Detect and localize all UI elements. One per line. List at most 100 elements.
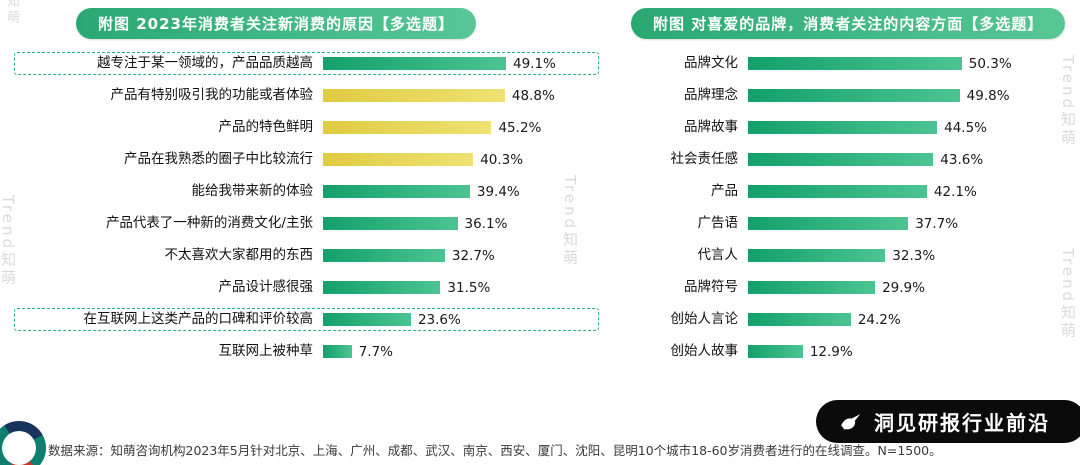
chart-title: 附图 2023年消费者关注新消费的原因【多选题】 [76,8,476,39]
chart-row: 产品代表了一种新的消费文化/主张 36.1% [14,212,599,235]
bar-track: 39.4% [323,183,528,200]
bar [748,313,851,326]
value-label: 12.9% [809,343,853,360]
value-label: 44.5% [944,119,988,136]
bird-logo-icon [838,409,864,435]
bar-track: 31.5% [323,280,528,296]
bar-track: 37.7% [748,215,1003,232]
chart-row: 产品设计感很强 31.5% [14,276,599,299]
category-label: 不太喜欢大家都用的东西 [164,247,314,263]
bar-track: 29.9% [748,279,1003,296]
value-label: 7.7% [358,343,393,360]
bar-track: 36.1% [323,215,528,232]
chart-row: 不太喜欢大家都用的东西 32.7% [14,244,599,267]
bar-track: 49.1% [323,56,556,72]
chart-row: 社会责任感 43.6% [629,148,1080,171]
category-label: 创始人故事 [670,343,739,359]
bar [323,89,505,102]
bar-track: 24.2% [748,311,1003,328]
value-label: 32.7% [451,247,495,264]
chart-row: 互联网上被种草 7.7% [14,340,599,363]
bar [748,121,938,134]
value-label: 40.3% [480,151,524,168]
chart-row: 创始人言论 24.2% [629,308,1080,331]
chart-row: 品牌文化 50.3% [629,52,1080,75]
bar-track: 42.1% [748,183,1003,200]
value-label: 23.6% [417,311,461,328]
value-label: 32.3% [892,247,936,264]
bar [323,57,506,70]
bar [323,313,411,326]
bar-track: 32.3% [748,247,1003,264]
chart-row: 品牌故事 44.5% [629,116,1080,139]
bar [323,217,458,230]
value-label: 39.4% [476,183,520,200]
value-label: 37.7% [915,215,959,232]
category-label: 越专注于某一领域的，产品品质越高 [97,55,313,71]
brand-badge: 洞见研报行业前沿 [816,400,1080,443]
category-label: 在互联网上这类产品的口碑和评价较高 [83,311,314,327]
chart-row: 创始人故事 12.9% [629,340,1080,363]
category-label: 产品设计感很强 [218,279,314,295]
chart-title: 附图 对喜爱的品牌，消费者关注的内容方面【多选题】 [631,8,1066,39]
chart-row: 能给我带来新的体验 39.4% [14,180,599,203]
corner-logo-inner [2,431,36,465]
category-label: 代言人 [697,247,739,263]
chart-row: 品牌符号 29.9% [629,276,1080,299]
bar-track: 49.8% [748,88,1010,104]
value-label: 49.1% [513,55,556,72]
bar-track: 12.9% [748,343,1003,360]
corner-logo [0,421,46,465]
value-label: 48.8% [511,87,555,104]
bar [748,57,962,70]
bar-track: 23.6% [323,311,528,328]
category-label: 产品的特色鲜明 [218,119,314,135]
chart-row: 产品 42.1% [629,180,1080,203]
chart-brand-attention: 附图 对喜爱的品牌，消费者关注的内容方面【多选题】 品牌文化 50.3% 品牌理念 4… [629,8,1080,372]
bar [323,153,474,166]
category-label: 品牌理念 [684,87,738,103]
bar [323,185,470,198]
value-label: 45.2% [498,119,542,136]
bar-rows: 品牌文化 50.3% 品牌理念 49.8% 品牌故事 44.5% 社会责任感 43.6% 产品 4… [629,52,1080,363]
chart-new-consumption-reasons: 附图 2023年消费者关注新消费的原因【多选题】 越专注于某一领域的，产品品质越… [14,8,599,372]
bar-track: 32.7% [323,247,528,264]
chart-row: 产品的特色鲜明 45.2% [14,116,599,139]
bar-track: 7.7% [323,343,528,360]
charts-row: 附图 2023年消费者关注新消费的原因【多选题】 越专注于某一领域的，产品品质越… [14,8,1080,372]
bar [748,249,886,262]
bar [748,89,960,102]
chart-row: 产品在我熟悉的圈子中比较流行 40.3% [14,148,599,171]
category-label: 产品代表了一种新的消费文化/主张 [105,215,313,231]
value-label: 49.8% [966,87,1010,104]
bar-track: 45.2% [323,120,541,136]
value-label: 24.2% [857,311,901,328]
data-source-note: 数据来源：知萌咨询机构2023年5月针对北京、上海、广州、成都、武汉、南京、西安… [48,443,942,458]
bar-rows: 越专注于某一领域的，产品品质越高 49.1% 产品有特别吸引我的功能或者体验 48.8… [14,52,599,363]
value-label: 42.1% [933,183,977,200]
category-label: 创始人言论 [670,311,739,327]
bar [748,281,876,294]
category-label: 社会责任感 [670,151,739,167]
bar-track: 48.8% [323,88,555,104]
category-label: 品牌文化 [684,55,738,71]
bar [748,185,927,198]
value-label: 50.3% [968,55,1012,72]
chart-row: 产品有特别吸引我的功能或者体验 48.8% [14,84,599,107]
value-label: 36.1% [464,215,508,232]
chart-row: 在互联网上这类产品的口碑和评价较高 23.6% [14,308,599,331]
category-label: 产品在我熟悉的圈子中比较流行 [124,151,313,167]
bar [323,121,492,134]
value-label: 29.9% [882,279,925,296]
bar [748,345,803,358]
bar-track: 50.3% [748,56,1012,72]
bar-track: 44.5% [748,119,1003,136]
chart-row: 广告语 37.7% [629,212,1080,235]
category-label: 产品有特别吸引我的功能或者体验 [110,87,314,103]
bar-track: 43.6% [748,151,1003,168]
bar [748,153,934,166]
chart-row: 代言人 32.3% [629,244,1080,267]
chart-row: 品牌理念 49.8% [629,84,1080,107]
value-label: 43.6% [940,151,984,168]
